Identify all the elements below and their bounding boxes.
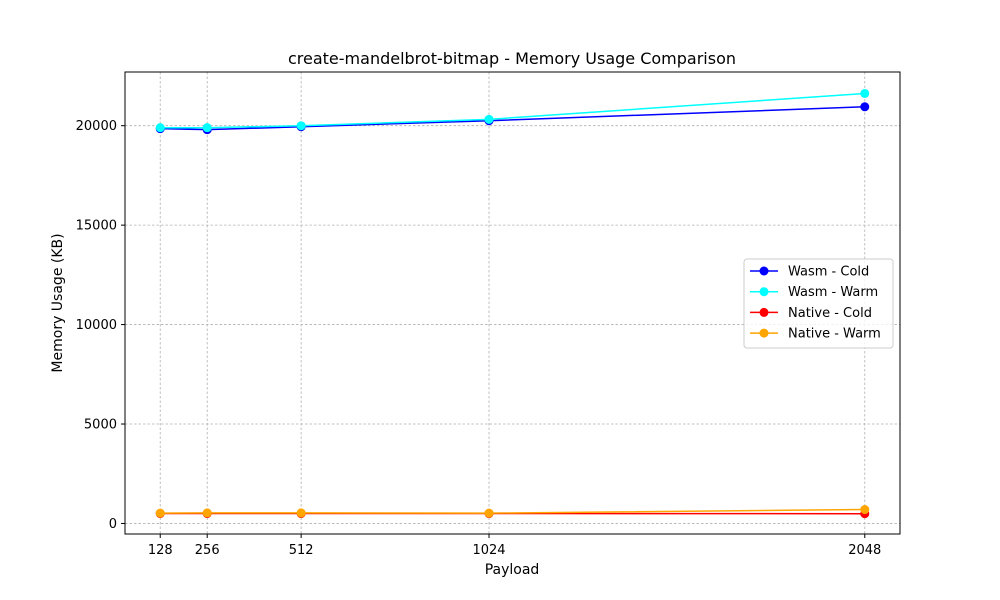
- legend-item: Native - Cold: [750, 306, 872, 321]
- data-point: [202, 508, 212, 518]
- x-tick-label: 128: [148, 543, 173, 558]
- legend: Wasm - Cold Wasm - Warm Native - Cold Nativ…: [743, 258, 894, 349]
- legend-item: Native - Warm: [750, 327, 881, 342]
- plot-frame: [124, 71, 901, 535]
- legend-marker: [759, 328, 769, 338]
- legend-label: Wasm - Cold: [788, 265, 869, 280]
- legend-label: Wasm - Warm: [788, 285, 878, 300]
- series-native-warm: [155, 505, 870, 518]
- series-group: [155, 88, 870, 519]
- legend-label: Native - Cold: [788, 306, 872, 321]
- y-axis: 0 5000 10000 15000 20000: [76, 119, 125, 532]
- data-point: [155, 123, 165, 133]
- legend-item: Wasm - Warm: [750, 285, 878, 300]
- data-point: [155, 508, 165, 518]
- data-point: [202, 123, 212, 133]
- data-point: [296, 508, 306, 518]
- x-tick-label: 512: [289, 543, 314, 558]
- data-point: [860, 102, 870, 112]
- y-tick-label: 15000: [76, 219, 117, 234]
- legend-label: Native - Warm: [788, 327, 881, 342]
- x-axis-label: Payload: [485, 562, 540, 578]
- y-axis-label: Memory Usage (KB): [50, 233, 66, 372]
- y-tick-label: 0: [109, 517, 117, 532]
- chart-title: create-mandelbrot-bitmap - Memory Usage …: [288, 49, 736, 68]
- y-tick-label: 5000: [84, 418, 117, 433]
- legend-box: [743, 258, 894, 349]
- x-tick-label: 256: [195, 543, 220, 558]
- legend-item: Wasm - Cold: [750, 265, 869, 280]
- x-axis: 128 256 512 1024 2048: [148, 534, 881, 558]
- y-tick-label: 10000: [76, 318, 117, 333]
- y-tick-label: 20000: [76, 119, 117, 134]
- legend-marker: [759, 266, 769, 276]
- data-point: [860, 88, 870, 98]
- data-point: [484, 114, 494, 124]
- series-wasm-warm: [155, 88, 870, 133]
- data-point: [296, 121, 306, 131]
- data-point: [484, 508, 494, 518]
- data-point: [860, 505, 870, 515]
- legend-marker: [759, 287, 769, 297]
- legend-marker: [759, 307, 769, 317]
- x-tick-label: 1024: [472, 543, 505, 558]
- x-tick-label: 2048: [848, 543, 881, 558]
